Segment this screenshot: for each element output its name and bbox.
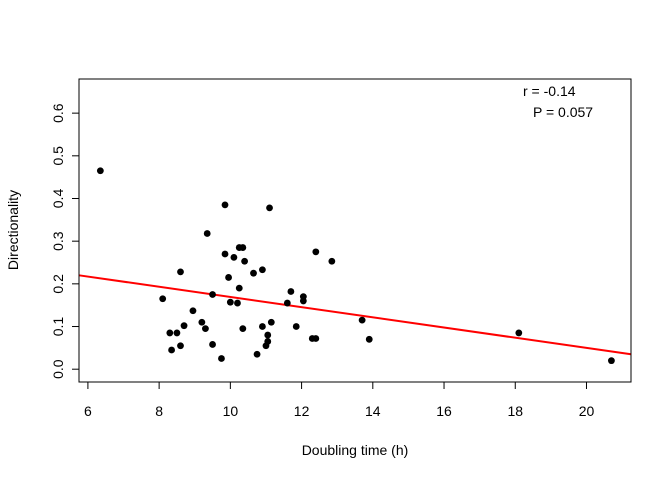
data-point [259,266,266,274]
data-point [365,335,373,343]
data-point [235,284,243,292]
data-point [250,269,257,277]
x-axis-label: Doubling time (h) [302,442,409,458]
data-point [328,257,336,265]
y-tick-label: 0.5 [50,146,66,166]
plot-frame [78,78,632,383]
data-point [239,244,247,251]
data-point [221,201,229,209]
data-point [209,291,216,298]
y-tick-label: 0.6 [50,103,66,123]
data-point [189,307,197,315]
data-point [96,167,104,175]
x-tick-label: 16 [436,403,452,419]
data-point [239,325,247,333]
x-axis: 6 8 10 12 14 16 18 20 [84,381,595,419]
data-point [198,318,206,326]
data-point [358,316,366,324]
y-axis-label: Directionality [5,190,21,270]
data-point [234,299,241,307]
data-point [241,257,249,265]
x-tick-label: 12 [294,403,310,419]
data-point [253,350,261,358]
data-point [267,318,275,326]
y-tick-label: 0.3 [50,231,66,251]
data-point [168,346,175,354]
y-tick-label: 0.1 [50,317,66,337]
data-point [226,298,234,306]
data-point [159,295,167,303]
data-point [515,329,523,337]
data-point [287,288,295,295]
x-tick-label: 18 [507,403,523,419]
data-point [177,342,184,350]
data-point [312,335,320,342]
data-point [259,323,266,330]
y-tick-label: 0.0 [50,359,66,379]
correlation-annotation: r = -0.14 [523,83,576,99]
y-tick-label: 0.4 [50,189,66,209]
x-tick-label: 14 [365,403,381,419]
data-point [166,329,174,337]
data-point [299,293,307,301]
regression-line [78,274,632,356]
data-point [266,204,273,212]
data-point [177,268,184,276]
data-point [283,299,291,307]
p-value-annotation: P = 0.057 [533,104,593,120]
x-tick-label: 20 [579,403,595,419]
data-point [203,230,211,237]
data-point [230,253,238,261]
x-tick-label: 8 [155,403,163,419]
data-point [202,325,209,333]
x-tick-label: 6 [84,403,92,419]
y-tick-label: 0.2 [50,274,66,294]
data-point [180,322,188,330]
data-point [264,331,272,339]
data-point [225,274,232,281]
data-point [608,357,615,365]
data-point [218,355,225,362]
data-point [221,250,229,258]
data-point [292,323,300,330]
x-tick-label: 10 [223,403,239,419]
y-axis: 0.0 0.1 0.2 0.3 0.4 0.5 0.6 [50,103,80,379]
data-point [173,329,181,337]
data-point [209,341,216,348]
data-point [264,338,272,345]
data-point [312,248,320,256]
